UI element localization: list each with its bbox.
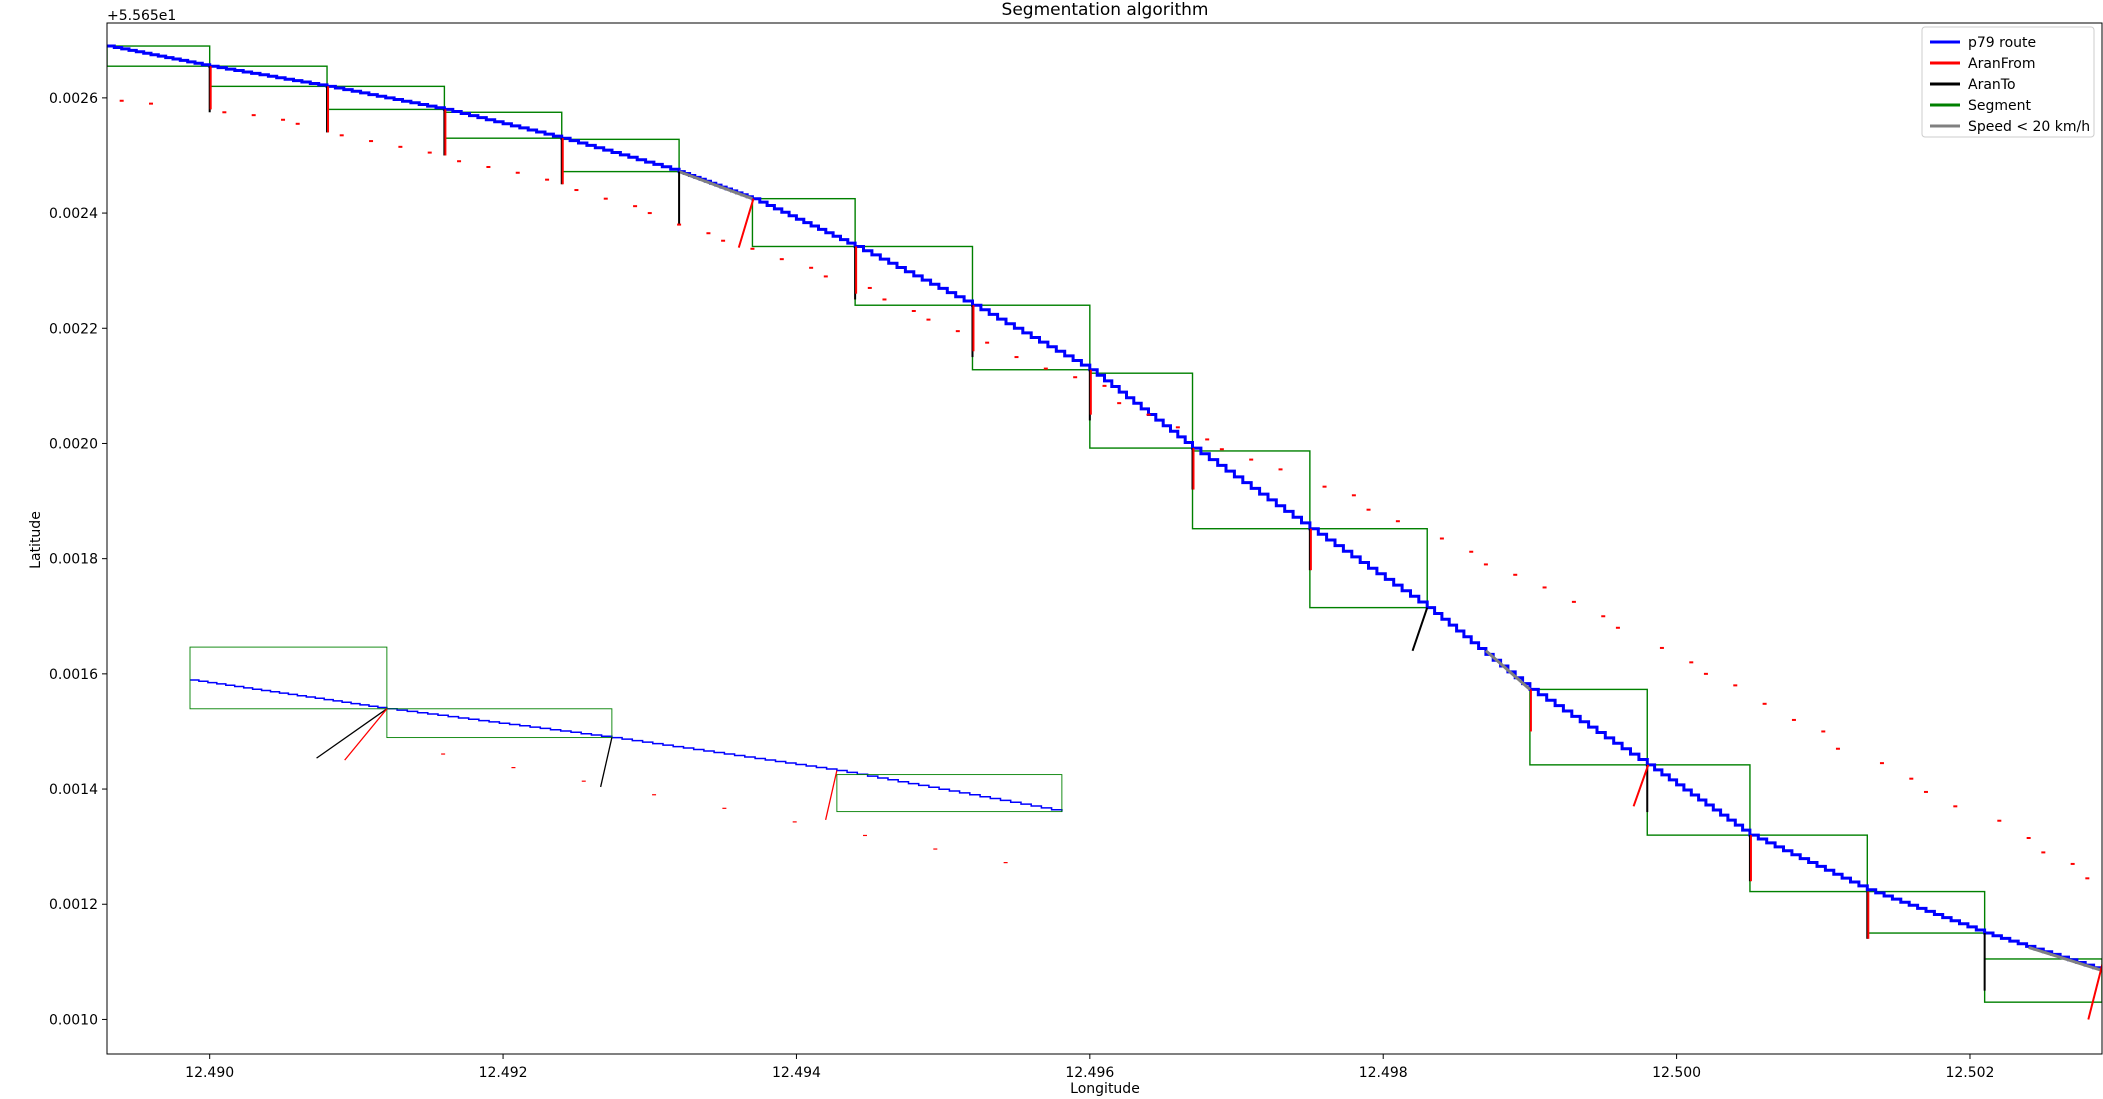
- x-axis-label: Longitude: [1070, 1081, 1140, 1097]
- aran-from-line-4: [737, 198, 755, 248]
- plot-frame: [106, 22, 2103, 1055]
- inset-segment-2: [836, 774, 1063, 813]
- y-tick-label: 0.0014: [49, 782, 98, 798]
- inset-aran-to-1: [599, 737, 613, 788]
- segment-box-9: [1191, 450, 1311, 530]
- y-tick-label: 0.0016: [49, 667, 98, 683]
- aran-from-line-14: [2087, 961, 2102, 1020]
- legend-label: Speed < 20 km/h: [1968, 119, 2090, 135]
- inset-aran-from-0: [344, 708, 388, 761]
- chart-title: Segmentation algorithm: [1002, 0, 1209, 20]
- y-axis: 0.0010 0.0012 0.0014 0.0016 0.0018 0.0020 0.00…: [49, 91, 107, 1028]
- inset-aran-to-0: [316, 708, 388, 759]
- x-axis: 12.490 12.492 12.494 12.496 12.498 12.500 12.5…: [185, 1054, 1994, 1081]
- inset-segment-0: [189, 646, 388, 710]
- y-tick-label: 0.0018: [49, 552, 98, 568]
- slow-segment-0: [678, 170, 753, 201]
- zoom-inset: [189, 646, 1063, 864]
- aran-from-line-11: [1632, 764, 1650, 807]
- x-tick-label: 12.500: [1652, 1065, 1701, 1081]
- slow-segment-1: [1484, 649, 1531, 691]
- x-tick-label: 12.494: [772, 1065, 821, 1081]
- segment-box-0: [107, 45, 211, 67]
- x-tick-label: 12.492: [479, 1065, 528, 1081]
- aran-to-line-10: [1411, 607, 1429, 652]
- legend-box: [1921, 26, 2095, 138]
- plot-area: [107, 44, 2102, 1020]
- x-tick-label: 12.502: [1945, 1065, 1994, 1081]
- x-tick-label: 12.490: [185, 1065, 234, 1081]
- plot-content: [107, 44, 2102, 1020]
- y-tick-label: 0.0020: [49, 436, 98, 452]
- x-tick-label: 12.498: [1359, 1065, 1408, 1081]
- slow-segment-2: [2028, 945, 2102, 972]
- y-tick-label: 0.0022: [49, 321, 98, 337]
- y-tick-label: 0.0026: [49, 91, 98, 107]
- legend-label: AranTo: [1968, 77, 2016, 93]
- y-tick-label: 0.0010: [49, 1012, 98, 1028]
- legend-label: AranFrom: [1968, 56, 2035, 72]
- legend-label: Segment: [1968, 98, 2032, 114]
- y-axis-label: Latitude: [28, 511, 44, 569]
- y-tick-label: 0.0024: [49, 206, 98, 222]
- y-offset-label: +5.565e1: [107, 8, 176, 24]
- legend-label: p79 route: [1968, 35, 2036, 51]
- segment-box-5: [751, 197, 856, 248]
- inset-segment-1: [386, 708, 613, 739]
- legend: p79 route AranFrom AranTo Segment Speed < 20…: [1921, 26, 2095, 138]
- inset-aran-from-1: [824, 770, 838, 820]
- x-tick-label: 12.496: [1065, 1065, 1114, 1081]
- y-tick-label: 0.0012: [49, 897, 98, 913]
